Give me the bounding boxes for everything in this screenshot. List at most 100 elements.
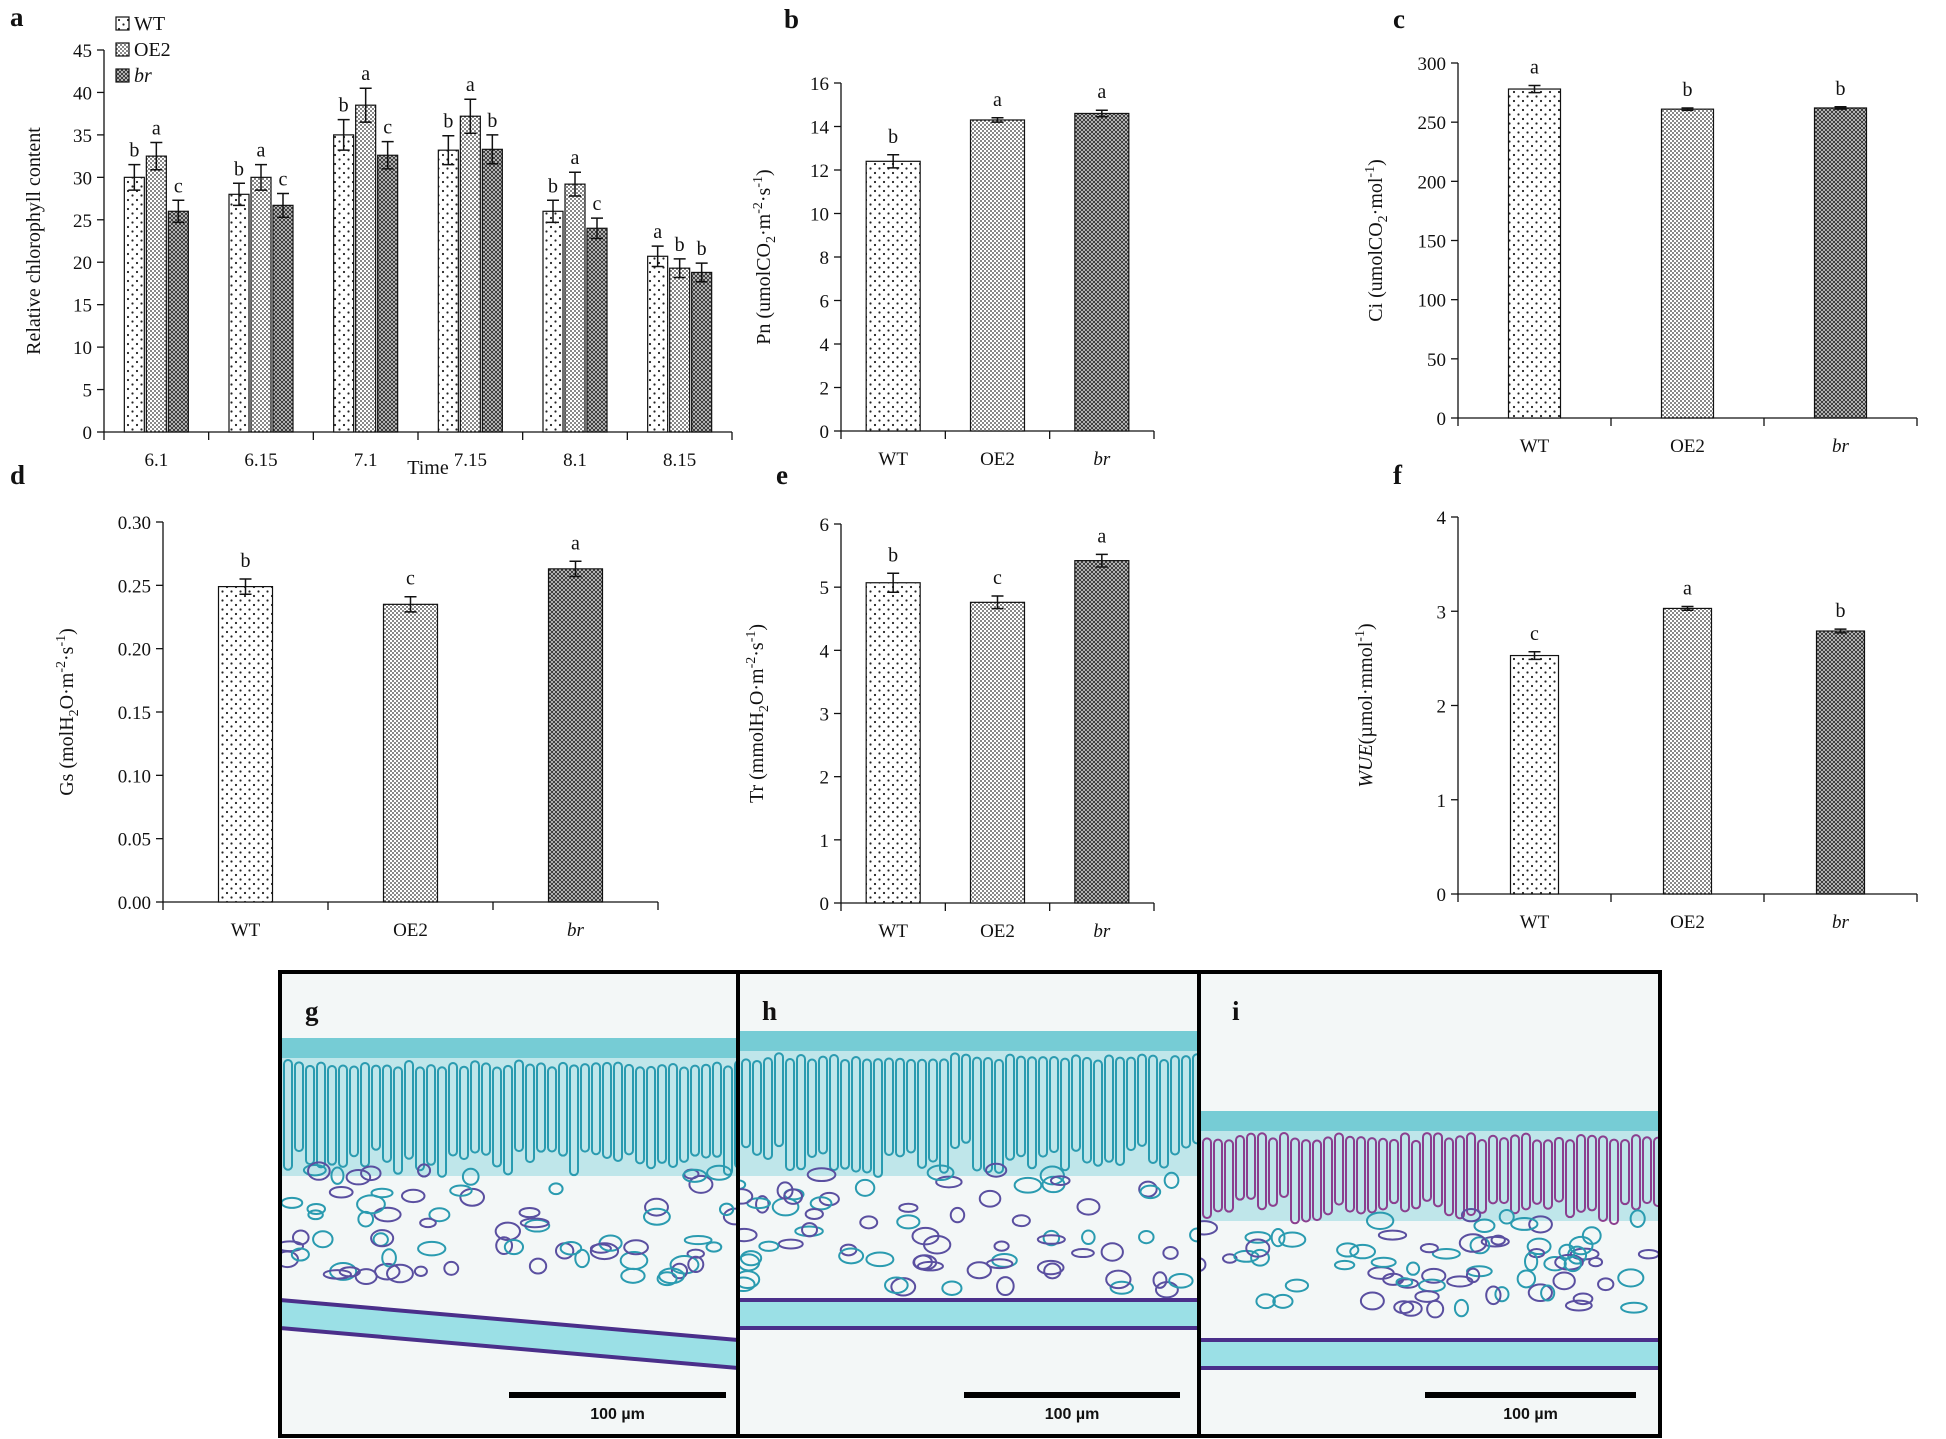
significance-letter: c bbox=[1530, 623, 1539, 645]
y-tick-label: 5 bbox=[820, 578, 830, 599]
palisade-cell bbox=[972, 1056, 982, 1172]
spongy-cell bbox=[589, 1242, 620, 1261]
x-tick-label: br bbox=[1093, 449, 1111, 470]
palisade-cell bbox=[382, 1064, 392, 1163]
error-bar bbox=[337, 118, 350, 151]
y-axis-label-part: ·s bbox=[56, 646, 78, 661]
x-tick-label: OE2 bbox=[1670, 436, 1705, 457]
palisade-cell bbox=[961, 1053, 971, 1144]
palisade-cell bbox=[580, 1063, 590, 1153]
spongy-cell bbox=[1419, 1242, 1439, 1254]
y-tick-label: 35 bbox=[73, 126, 92, 147]
error-bar bbox=[695, 262, 708, 283]
y-axis-label-part: Ci (umolCO bbox=[1365, 222, 1387, 321]
palisade-cell bbox=[1082, 1056, 1092, 1164]
spongy-cell bbox=[1162, 1246, 1179, 1260]
error-bar bbox=[673, 258, 686, 279]
y-axis-label-part: 2 bbox=[67, 709, 82, 716]
spongy-cell bbox=[443, 1260, 460, 1276]
palisade-cell bbox=[1213, 1138, 1223, 1213]
y-tick-label: 0.20 bbox=[118, 640, 151, 661]
x-tick-label: br bbox=[1832, 912, 1850, 933]
spongy-cell bbox=[1617, 1268, 1645, 1288]
panel-label: c bbox=[1393, 4, 1405, 34]
palisade-cell bbox=[774, 1052, 784, 1148]
palisade-cell bbox=[1016, 1055, 1026, 1158]
y-axis-label: Pn (umolCO2·m-2·s-1) bbox=[751, 169, 779, 344]
legend-swatch bbox=[115, 42, 130, 57]
spongy-cell bbox=[949, 1206, 966, 1224]
micrograph-label: i bbox=[1232, 996, 1240, 1026]
y-tick-label: 6 bbox=[820, 292, 830, 313]
error-bar bbox=[381, 140, 394, 170]
spongy-cell bbox=[518, 1206, 541, 1219]
spongy-cell bbox=[306, 1202, 327, 1215]
y-tick-label: 2 bbox=[820, 768, 830, 789]
chart: a 0 5 10 15 20 25 30 35 40 45 Relative chlorophyll … bbox=[10, 2, 733, 479]
palisade-cell bbox=[1378, 1137, 1388, 1211]
significance-letter: a bbox=[571, 532, 580, 554]
spongy-cell bbox=[322, 1269, 352, 1280]
spongy-cell bbox=[926, 1164, 955, 1181]
spongy-cell bbox=[783, 1188, 804, 1205]
spongy-cell bbox=[1199, 1220, 1219, 1236]
palisade-cell bbox=[404, 1059, 414, 1160]
palisade-cell bbox=[569, 1064, 579, 1177]
micrograph-label: h bbox=[762, 996, 777, 1026]
y-axis-label-part: ·s bbox=[746, 642, 768, 657]
palisade-cell bbox=[393, 1066, 403, 1175]
spongy-cell bbox=[1406, 1261, 1421, 1276]
panel-label: e bbox=[776, 460, 788, 490]
y-axis-label-part: O·m bbox=[56, 672, 78, 709]
palisade-cell bbox=[1301, 1139, 1311, 1223]
y-axis-label: WUE(µmol·mmol-1) bbox=[1353, 623, 1377, 787]
spongy-cell bbox=[687, 1255, 705, 1273]
spongy-cell bbox=[1414, 1290, 1440, 1303]
significance-letter: c bbox=[593, 193, 602, 215]
palisade-cell bbox=[426, 1064, 436, 1166]
y-tick-label: 200 bbox=[1418, 172, 1447, 193]
micrograph bbox=[738, 972, 1199, 1436]
spongy-cell bbox=[1399, 1300, 1423, 1317]
bar bbox=[1662, 607, 1713, 895]
significance-letter: a bbox=[1530, 56, 1539, 78]
bar bbox=[167, 210, 189, 433]
bar bbox=[382, 603, 439, 903]
significance-letter: b bbox=[339, 95, 349, 117]
micrograph-frame bbox=[1197, 970, 1662, 1438]
bar bbox=[1660, 108, 1715, 419]
error-bar bbox=[404, 595, 417, 613]
spongy-cell bbox=[896, 1214, 921, 1230]
error-bar bbox=[887, 154, 900, 169]
y-axis-label-part: -2 bbox=[54, 661, 69, 673]
spongy-cell bbox=[1278, 1231, 1307, 1248]
spongy-cell bbox=[330, 1166, 345, 1185]
palisade-cell bbox=[514, 1059, 524, 1153]
spongy-cell bbox=[670, 1262, 689, 1280]
significance-letter: a bbox=[571, 147, 580, 169]
significance-letter: c bbox=[383, 117, 392, 139]
spongy-cell bbox=[559, 1241, 583, 1256]
significance-letter: b bbox=[1836, 78, 1846, 100]
palisade-cell bbox=[983, 1057, 993, 1174]
palisade-cell bbox=[371, 1064, 381, 1151]
spongy-cell bbox=[1453, 1298, 1469, 1318]
palisade-cell bbox=[1367, 1137, 1377, 1214]
spongy-cell bbox=[370, 1187, 394, 1199]
y-tick-label: 15 bbox=[73, 296, 92, 317]
x-tick-label: OE2 bbox=[393, 920, 428, 941]
palisade-cell bbox=[906, 1058, 916, 1154]
y-axis-label-part: -1 bbox=[744, 631, 759, 643]
y-axis-label-part: Tr (mmolH bbox=[746, 712, 768, 803]
palisade-cell bbox=[1642, 1136, 1652, 1205]
spongy-cell bbox=[519, 1217, 550, 1229]
bar bbox=[647, 255, 669, 433]
x-tick-label: WT bbox=[231, 920, 261, 941]
spongy-cell bbox=[809, 1196, 833, 1211]
palisade-cell bbox=[1181, 1055, 1191, 1149]
spongy-cell bbox=[417, 1240, 447, 1257]
spongy-cell bbox=[913, 1254, 933, 1270]
spongy-cell bbox=[1473, 1218, 1496, 1233]
y-tick-label: 1 bbox=[1437, 791, 1447, 812]
bar bbox=[228, 193, 250, 433]
